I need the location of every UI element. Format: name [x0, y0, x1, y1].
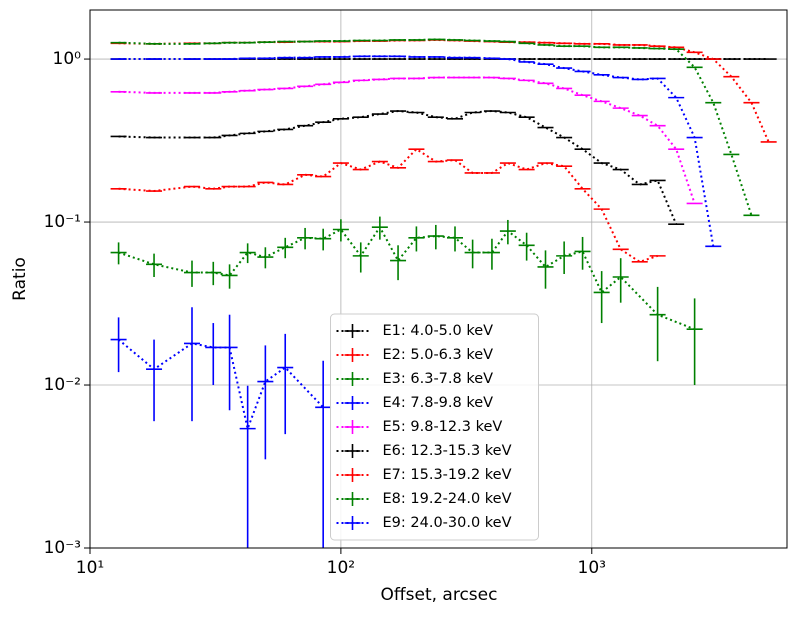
series-line: [118, 147, 658, 263]
legend: E1: 4.0-5.0 keV E2: 5.0-6.3 keV E3: 6.3-7.…: [330, 313, 539, 541]
y-axis-label: Ratio: [10, 257, 30, 301]
plot-frame: [89, 9, 788, 549]
legend-label: E1: 4.0-5.0 keV: [383, 323, 494, 339]
series-line: [118, 38, 770, 143]
plot: [110, 38, 777, 548]
series-line: [118, 55, 715, 247]
series-line: [117, 338, 324, 433]
y-tick-label: 10⁻²: [44, 375, 81, 395]
y-tick-label: 10⁻¹: [44, 212, 81, 232]
legend-label: E3: 6.3-7.8 keV: [383, 371, 494, 387]
legend-label: E6: 12.3-15.3 keV: [383, 443, 512, 459]
x-tick-label: 10¹: [76, 558, 104, 578]
legend-label: E8: 19.2-24.0 keV: [383, 491, 512, 507]
y-tick-label: 10⁻³: [44, 538, 81, 558]
legend-label: E5: 9.8-12.3 keV: [383, 419, 503, 435]
x-tick-label: 10²: [327, 558, 355, 578]
series-line: [118, 76, 696, 204]
legend-label: E4: 7.8-9.8 keV: [383, 395, 494, 411]
y-tick-label: 10⁰: [53, 49, 82, 69]
legend-label: E7: 15.3-19.2 keV: [383, 467, 512, 483]
x-tick-label: 10³: [578, 558, 606, 578]
legend-label: E9: 24.0-30.0 keV: [383, 515, 512, 531]
legend-box: [330, 313, 539, 541]
x-axis-label: Offset, arcsec: [381, 585, 498, 605]
legend-label: E2: 5.0-6.3 keV: [383, 347, 494, 363]
